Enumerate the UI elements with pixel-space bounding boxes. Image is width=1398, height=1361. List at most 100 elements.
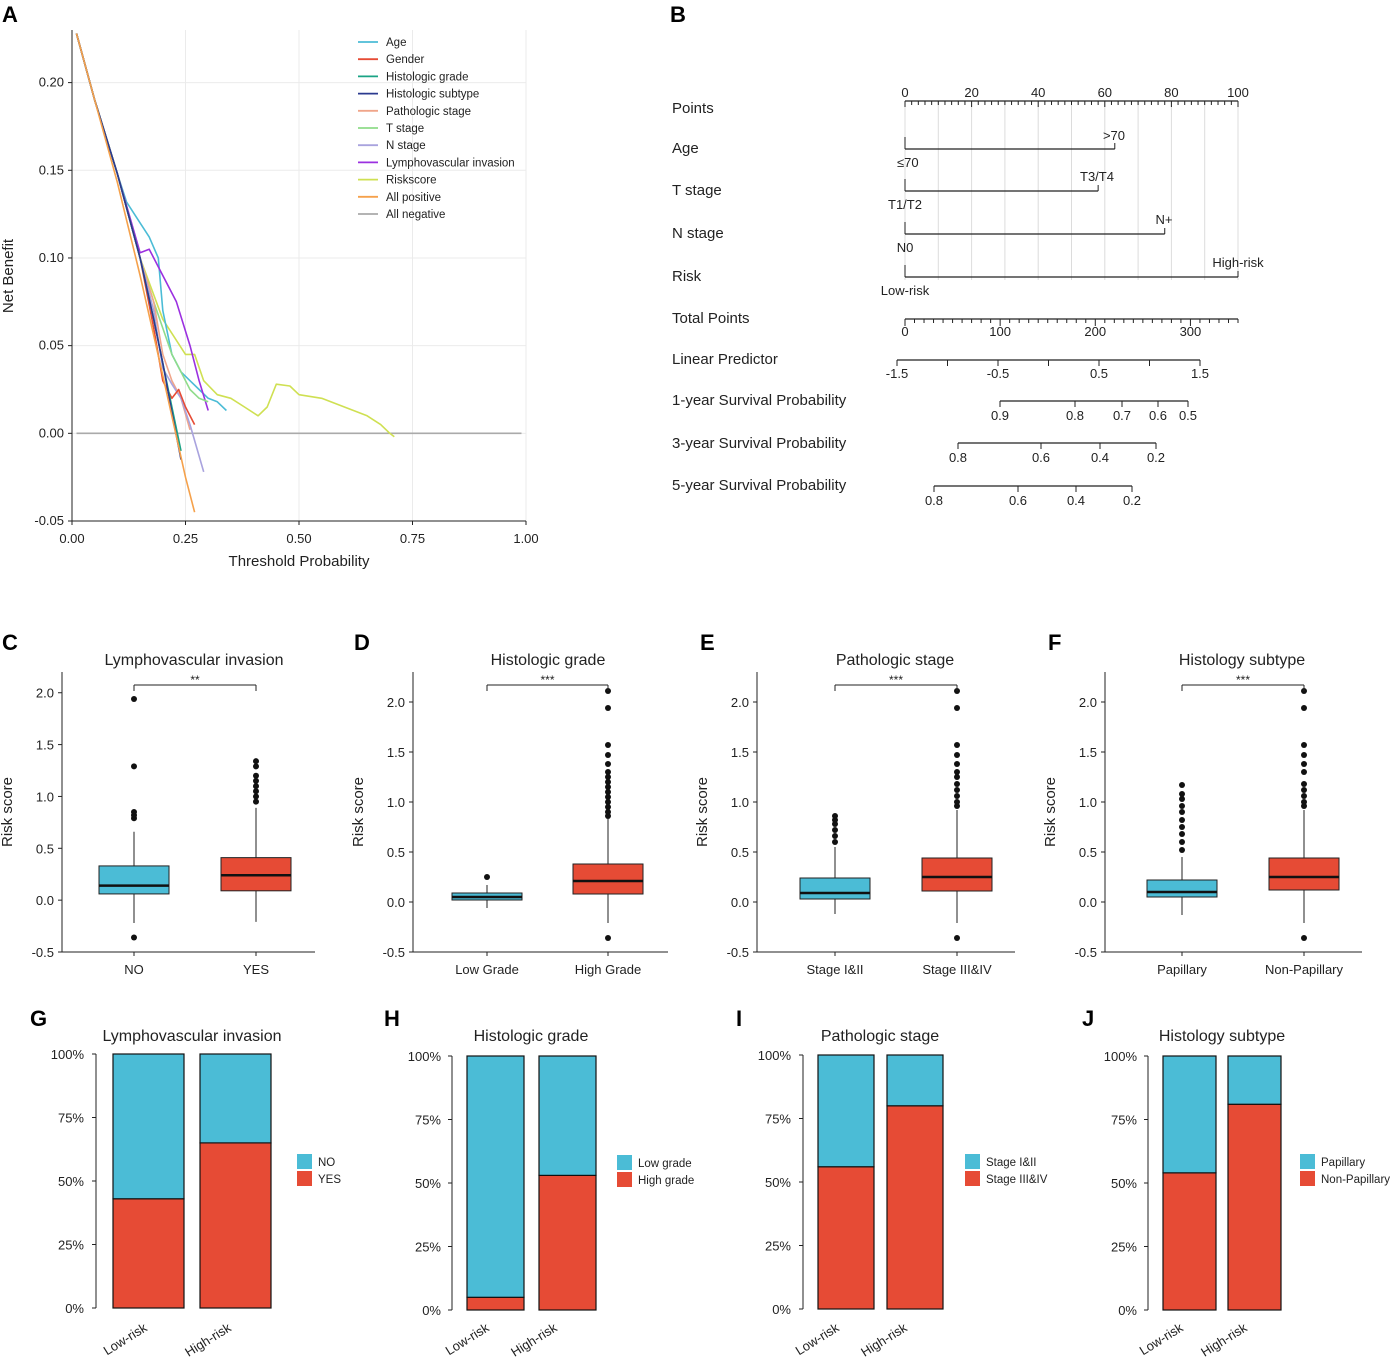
panel-label-b: B [670, 2, 686, 27]
survival-tick-label: 0.5 [1179, 408, 1197, 423]
x-tick-label: Stage III&IV [922, 962, 992, 977]
outlier-point [954, 793, 960, 799]
nomogram-row-label: Age [672, 140, 699, 157]
outlier-point [253, 772, 259, 779]
x-tick-label: High-risk [858, 1320, 910, 1360]
y-tick-label: 0.5 [387, 845, 405, 860]
y-tick-label: 50% [765, 1175, 791, 1190]
nomogram-level-label: High-risk [1212, 255, 1264, 270]
outlier-point [954, 799, 960, 805]
y-tick-label: 75% [765, 1112, 791, 1127]
survival-tick-label: 0.4 [1067, 493, 1085, 508]
outlier-point [954, 774, 960, 780]
y-tick-label: 75% [58, 1111, 84, 1126]
nomogram-level-label: ≤70 [897, 155, 919, 170]
outlier-point [1179, 782, 1185, 788]
outlier-point [131, 695, 137, 702]
outlier-point [605, 779, 611, 785]
outlier-point [1301, 781, 1307, 787]
bar-segment-yes [112, 1198, 185, 1309]
panel-a-chart: 0.00 0.25 0.50 0.75 1.00 -0.05 0.00 0.05 0.10 0.1… [0, 30, 539, 570]
survival-tick-label: 0.8 [949, 450, 967, 465]
outlier-point [1301, 742, 1307, 748]
box [1268, 857, 1340, 891]
chart-title: Pathologic stage [821, 1028, 939, 1045]
series-line-gender [75, 33, 196, 425]
total-points-tick-label: 200 [1084, 324, 1106, 339]
outlier-point [605, 809, 611, 815]
y-tick-label: 25% [1111, 1240, 1137, 1255]
panel-label-a: A [2, 2, 18, 27]
chart-title: Lymphovascular invasion [104, 652, 283, 669]
chart-title: Histologic grade [474, 1028, 589, 1045]
outlier-point [605, 769, 611, 775]
legend-label: Riskscore [386, 175, 436, 187]
outlier-point [954, 781, 960, 787]
panel-label-c: C [2, 630, 18, 655]
outlier-point [832, 833, 838, 839]
y-tick-label: -0.5 [32, 945, 54, 960]
outlier-point [605, 789, 611, 795]
outlier-point [484, 874, 490, 880]
outlier-point [605, 774, 611, 780]
bar-segment-high-grade [466, 1296, 525, 1311]
points-tick-label: 40 [1031, 85, 1045, 100]
y-axis-title: Risk score [1042, 777, 1059, 847]
y-tick-label: 0% [1118, 1303, 1137, 1318]
y-tick-label: 25% [58, 1238, 84, 1253]
y-tick-label: 1.5 [36, 738, 54, 753]
panel-label-f: F [1048, 630, 1061, 655]
outlier-point [1301, 761, 1307, 767]
outlier-point [1179, 824, 1185, 830]
outlier-point [954, 705, 960, 711]
panel-label-i: I [736, 1006, 742, 1031]
panel-g-stacked-bar: Lymphovascular invasion 0% 25% 50% 75% 100% Lo… [51, 1028, 342, 1360]
survival-tick-label: 0.6 [1149, 408, 1167, 423]
outlier-point [1301, 935, 1307, 941]
x-tick-label: Low-risk [101, 1320, 150, 1359]
bar-segment-high-grade [538, 1174, 597, 1311]
y-tick-label: 0.5 [1079, 845, 1097, 860]
survival-tick-label: 0.8 [1066, 408, 1084, 423]
legend-label: Histologic subtype [386, 89, 479, 101]
nomogram-row-label: N stage [672, 225, 724, 242]
points-tick-label: 100 [1227, 85, 1249, 100]
y-tick-label: 1.5 [1079, 745, 1097, 760]
outlier-point [1301, 787, 1307, 793]
survival-tick-label: 0.8 [925, 493, 943, 508]
x-tick-label: YES [243, 962, 269, 977]
y-tick-label: 2.0 [731, 695, 749, 710]
significance-label: *** [889, 673, 903, 687]
y-tick-label: 1.5 [731, 745, 749, 760]
box [1146, 879, 1218, 898]
outlier-point [954, 769, 960, 775]
y-tick-label: 1.5 [387, 745, 405, 760]
points-tick-label: 60 [1098, 85, 1112, 100]
nomogram-row-label: 3-year Survival Probability [672, 435, 847, 452]
nomogram-row-label: 5-year Survival Probability [672, 477, 847, 494]
series-line-riskscore [75, 33, 395, 438]
points-tick-label: 20 [964, 85, 978, 100]
box [799, 877, 871, 900]
panel-label-g: G [30, 1006, 47, 1031]
survival-tick-label: 0.6 [1009, 493, 1027, 508]
outlier-point [131, 934, 137, 941]
nomogram-row-label: T stage [672, 182, 722, 199]
survival-tick-label: 0.4 [1091, 450, 1109, 465]
outlier-point [253, 798, 259, 805]
legend-key [1300, 1154, 1315, 1169]
x-tick-label: High Grade [575, 962, 641, 977]
outlier-point [832, 813, 838, 819]
bar-segment-no [112, 1053, 185, 1200]
x-tick-label: 0.75 [400, 531, 425, 546]
linear-predictor-tick-label: 1.5 [1191, 366, 1209, 381]
legend-label: Papillary [1321, 1157, 1365, 1169]
y-tick-label: 0% [422, 1303, 441, 1318]
legend-label: N stage [386, 140, 426, 152]
y-axis-title: Risk score [694, 777, 711, 847]
x-tick-label: Low-risk [1137, 1320, 1186, 1359]
y-tick-label: 25% [765, 1239, 791, 1254]
y-tick-label: 0.0 [1079, 895, 1097, 910]
y-axis-title: Risk score [350, 777, 367, 847]
